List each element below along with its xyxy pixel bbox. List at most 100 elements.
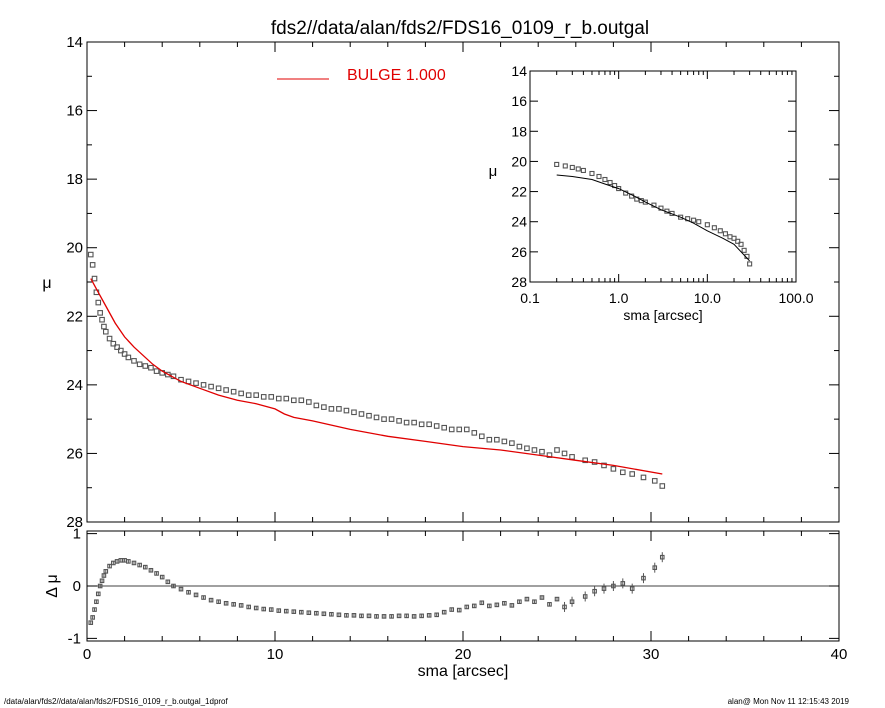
inset-y-tick-label: 28 bbox=[511, 274, 527, 290]
main-data-point bbox=[253, 392, 259, 398]
inset-data-point bbox=[554, 161, 560, 167]
inset-x-tick-label: 0.1 bbox=[520, 290, 540, 306]
residual-data-point bbox=[641, 575, 646, 581]
residual-data-point bbox=[464, 604, 470, 610]
residual-data-point bbox=[88, 620, 94, 625]
main-data-point bbox=[328, 406, 335, 412]
residual-data-point bbox=[404, 613, 409, 619]
x-tick-label: 40 bbox=[831, 646, 848, 663]
main-data-point bbox=[629, 471, 636, 477]
inset-data-point bbox=[642, 199, 648, 205]
residual-data-point bbox=[532, 599, 537, 605]
residual-data-point bbox=[159, 574, 165, 580]
main-data-point bbox=[290, 397, 297, 404]
residual-y-tick-label: 1 bbox=[73, 526, 81, 543]
residual-data-point bbox=[456, 607, 462, 613]
residual-data-point bbox=[539, 595, 545, 600]
main-data-point bbox=[260, 394, 267, 400]
main-data-point bbox=[110, 340, 117, 347]
main-data-point bbox=[125, 354, 132, 361]
residual-data-point bbox=[524, 596, 530, 602]
main-data-point bbox=[298, 397, 305, 404]
bulge-model-line bbox=[90, 278, 663, 475]
inset-y-axis-label: μ bbox=[489, 163, 498, 180]
residual-data-point bbox=[201, 595, 206, 600]
main-data-point bbox=[456, 426, 463, 433]
main-data-point bbox=[131, 358, 137, 364]
inset-data-point bbox=[596, 173, 602, 180]
inset-y-tick-label: 24 bbox=[511, 214, 527, 230]
main-data-point bbox=[95, 299, 102, 306]
residual-data-point bbox=[569, 599, 575, 605]
main-data-point bbox=[306, 399, 312, 405]
residual-data-point bbox=[592, 588, 597, 594]
residual-data-point bbox=[101, 573, 107, 578]
main-data-point bbox=[478, 433, 485, 440]
inset-y-tick-label: 14 bbox=[511, 63, 527, 79]
main-data-point bbox=[106, 335, 113, 342]
main-data-point bbox=[381, 416, 387, 422]
main-y-tick-label: 18 bbox=[66, 171, 83, 188]
main-data-point bbox=[153, 368, 160, 374]
residual-data-point bbox=[92, 607, 97, 612]
residual-data-point bbox=[107, 563, 112, 569]
residual-data-point bbox=[231, 602, 236, 607]
main-data-point bbox=[97, 310, 103, 316]
residual-data-point bbox=[261, 606, 267, 612]
inset-x-tick-label: 100.0 bbox=[778, 290, 813, 306]
residual-data-point bbox=[426, 613, 432, 618]
main-data-point bbox=[546, 452, 553, 458]
main-data-point bbox=[640, 474, 647, 481]
residual-data-point bbox=[620, 581, 626, 586]
main-data-point bbox=[433, 423, 440, 429]
residual-data-point bbox=[389, 614, 394, 619]
main-y-tick-label: 22 bbox=[66, 308, 83, 325]
main-data-point bbox=[509, 440, 515, 446]
residual-data-point bbox=[351, 613, 357, 618]
main-data-point bbox=[275, 395, 282, 402]
residual-data-point bbox=[411, 614, 417, 619]
residual-data-point bbox=[629, 586, 635, 591]
inset-data-point bbox=[589, 170, 595, 177]
main-data-point bbox=[121, 351, 128, 357]
main-data-point bbox=[501, 438, 508, 445]
main-y-tick-label: 26 bbox=[66, 445, 83, 462]
inset-data-point bbox=[704, 222, 710, 228]
main-data-point bbox=[101, 323, 107, 330]
main-y-tick-label: 16 bbox=[66, 103, 83, 120]
main-data-point bbox=[610, 466, 617, 472]
residual-y-tick-label: 0 bbox=[73, 578, 81, 595]
inset-data-point bbox=[735, 238, 741, 244]
inset-data-point bbox=[731, 235, 737, 241]
residual-data-point bbox=[103, 569, 109, 574]
main-data-point bbox=[245, 392, 252, 398]
residual-data-point bbox=[137, 562, 142, 568]
main-data-point bbox=[582, 457, 589, 464]
residual-data-point bbox=[314, 610, 319, 616]
inset-data-point bbox=[580, 167, 586, 174]
residual-data-point bbox=[396, 613, 402, 619]
residual-data-point bbox=[165, 579, 171, 585]
residual-data-point bbox=[291, 609, 297, 614]
main-data-point bbox=[103, 328, 109, 335]
residual-data-point bbox=[517, 599, 522, 605]
residual-data-point bbox=[131, 560, 137, 566]
residual-data-point bbox=[193, 592, 199, 598]
inset-data-point bbox=[607, 179, 613, 186]
inset-data-point bbox=[741, 247, 747, 253]
main-data-point bbox=[313, 402, 320, 409]
main-data-point bbox=[200, 382, 207, 388]
main-y-tick-label: 28 bbox=[66, 514, 83, 531]
main-y-tick-label: 20 bbox=[66, 240, 83, 257]
main-data-point bbox=[215, 385, 222, 392]
residual-data-point bbox=[659, 554, 665, 560]
residual-data-point bbox=[562, 604, 567, 610]
x-tick-label: 0 bbox=[83, 646, 91, 663]
main-data-point bbox=[208, 383, 214, 390]
residual-data-point bbox=[171, 583, 176, 589]
x-tick-label: 30 bbox=[643, 646, 660, 663]
residual-data-point bbox=[336, 612, 342, 618]
inset-data-point bbox=[575, 166, 581, 172]
main-data-point bbox=[321, 404, 327, 410]
